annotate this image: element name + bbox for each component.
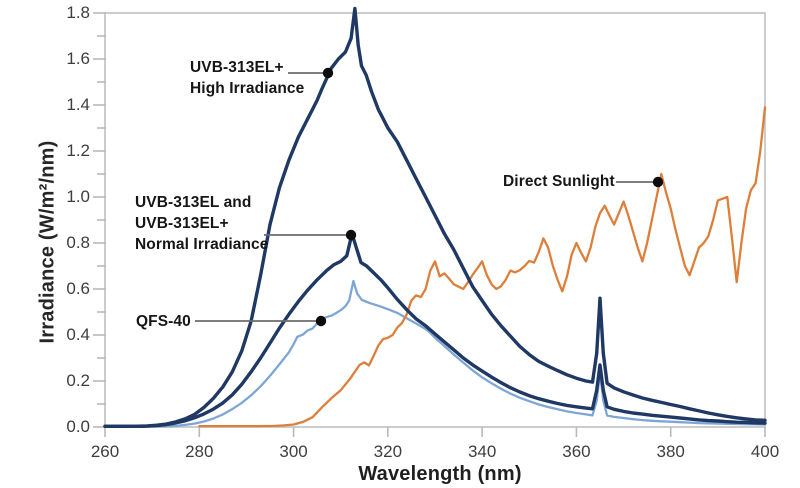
- y-tick-label: 1.4: [66, 95, 90, 114]
- series-qfs-40: [103, 279, 767, 428]
- x-tick-label: 320: [373, 442, 403, 461]
- y-tick-label: 0.8: [66, 233, 90, 252]
- y-tick-label: 1.6: [66, 49, 90, 68]
- annotation-line: High Irradiance: [190, 80, 305, 97]
- annotation-direct-sunlight: Direct Sunlight: [503, 171, 615, 192]
- y-tick-label: 1.8: [66, 3, 90, 22]
- series-uvb-313el-high-irradiance: [103, 6, 767, 428]
- annotation-uvb-313el-normal-irradiance: UVB-313EL and UVB-313EL+ Normal Irradiance: [135, 192, 269, 255]
- series-direct-sunlight: [198, 106, 767, 428]
- x-tick-label: 300: [279, 442, 308, 461]
- callout-dot-uvb-313el-normal-irradiance: [345, 229, 357, 241]
- callout-dot-direct-sunlight: [652, 176, 664, 188]
- x-tick-label: 380: [656, 442, 685, 461]
- annotation-line: QFS-40: [136, 313, 191, 330]
- x-tick-label: 260: [90, 442, 120, 461]
- y-tick-label: 0.0: [66, 417, 90, 436]
- y-tick-label: 1.0: [66, 187, 90, 206]
- annotation-line: UVB-313EL and: [135, 194, 252, 211]
- annotation-uvb-313el-plus-high-irradiance: UVB-313EL+ High Irradiance: [190, 57, 304, 99]
- y-tick-label: 0.4: [66, 325, 90, 344]
- annotation-line: Direct Sunlight: [503, 173, 615, 190]
- x-tick-label: 340: [467, 442, 497, 461]
- y-tick-label: 0.2: [66, 371, 90, 390]
- y-tick-label: 1.2: [66, 141, 90, 160]
- annotation-line: UVB-313EL+: [190, 59, 284, 76]
- annotation-line: UVB-313EL+: [135, 215, 229, 232]
- annotation-line: Normal Irradiance: [135, 236, 269, 253]
- x-axis-title: Wavelength (nm): [358, 463, 522, 485]
- x-tick-label: 360: [562, 442, 591, 461]
- x-tick-label: 400: [750, 442, 780, 461]
- callout-dot-qfs-40: [315, 315, 327, 327]
- annotation-qfs-40: QFS-40: [136, 311, 191, 332]
- y-tick-label: 0.6: [66, 279, 90, 298]
- callout-dot-uvb-313el-plus-high-irradiance: [322, 67, 334, 79]
- series-uvb-313el-and-uvb-313el-normal-irradiance: [103, 232, 767, 428]
- x-tick-label: 280: [185, 442, 214, 461]
